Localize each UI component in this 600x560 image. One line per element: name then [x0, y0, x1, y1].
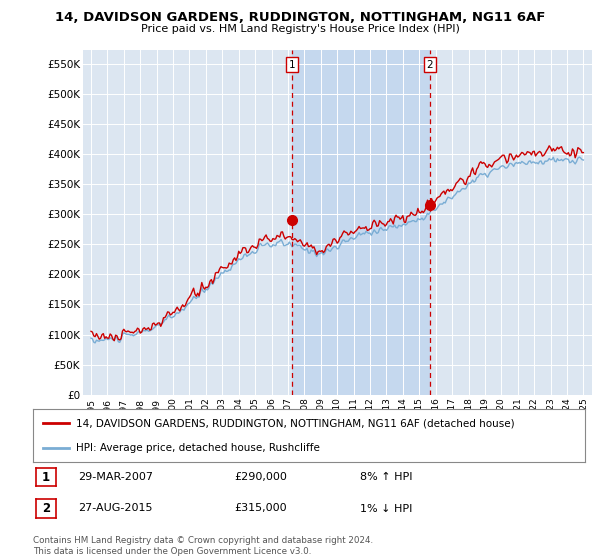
Text: 14, DAVIDSON GARDENS, RUDDINGTON, NOTTINGHAM, NG11 6AF (detached house): 14, DAVIDSON GARDENS, RUDDINGTON, NOTTIN… — [76, 418, 514, 428]
Text: 8% ↑ HPI: 8% ↑ HPI — [360, 472, 413, 482]
Bar — [292, 50, 430, 395]
Text: Contains HM Land Registry data © Crown copyright and database right 2024.
This d: Contains HM Land Registry data © Crown c… — [33, 536, 373, 556]
Text: 2: 2 — [42, 502, 50, 515]
Text: 1% ↓ HPI: 1% ↓ HPI — [360, 503, 412, 514]
Text: Price paid vs. HM Land Registry's House Price Index (HPI): Price paid vs. HM Land Registry's House … — [140, 24, 460, 34]
Text: 1: 1 — [42, 470, 50, 484]
Text: 27-AUG-2015: 27-AUG-2015 — [78, 503, 152, 514]
Text: 14, DAVIDSON GARDENS, RUDDINGTON, NOTTINGHAM, NG11 6AF: 14, DAVIDSON GARDENS, RUDDINGTON, NOTTIN… — [55, 11, 545, 24]
Text: £315,000: £315,000 — [234, 503, 287, 514]
Text: 1: 1 — [289, 60, 295, 70]
Text: HPI: Average price, detached house, Rushcliffe: HPI: Average price, detached house, Rush… — [76, 442, 319, 452]
Text: 29-MAR-2007: 29-MAR-2007 — [78, 472, 153, 482]
Text: 2: 2 — [427, 60, 433, 70]
Text: £290,000: £290,000 — [234, 472, 287, 482]
